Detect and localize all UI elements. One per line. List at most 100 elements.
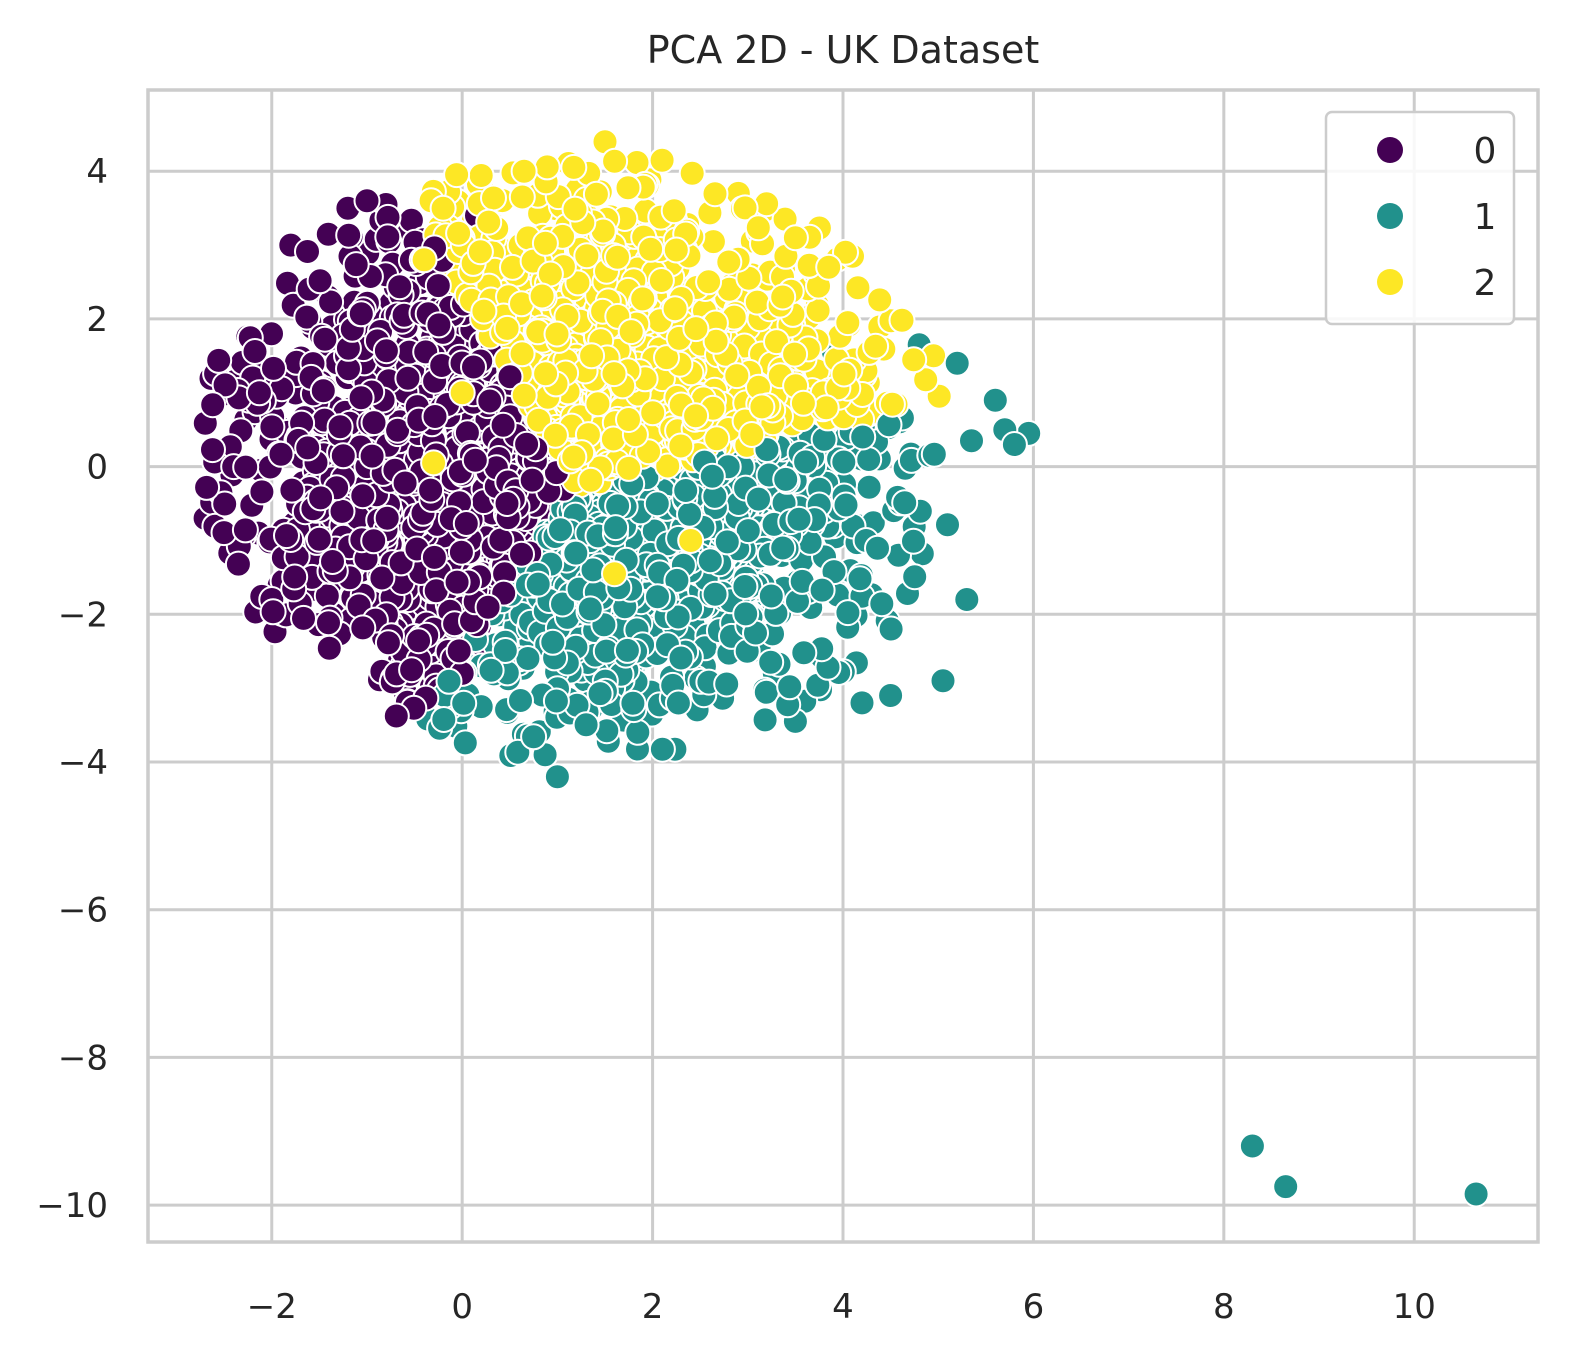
data-point-series-0 [205, 346, 233, 374]
data-point-series-0 [518, 466, 546, 494]
data-point-series-2 [878, 390, 906, 418]
data-point-series-2 [738, 421, 766, 448]
data-point-series-2 [525, 406, 553, 434]
data-point-series-2 [815, 253, 843, 281]
data-point-series-1 [576, 595, 604, 623]
data-point-series-1 [772, 465, 800, 493]
data-point-series-2 [584, 390, 612, 418]
data-point-series-0 [306, 267, 334, 295]
data-point-series-2 [703, 425, 731, 453]
data-point-series-2 [781, 340, 809, 368]
data-point-series-1 [572, 711, 600, 739]
data-point-series-0 [199, 391, 227, 419]
data-point-series-1 [643, 490, 671, 518]
y-tick-label: −6 [58, 891, 108, 931]
data-point-series-2 [560, 443, 588, 471]
data-point-series-2 [912, 366, 940, 394]
data-point-series-1 [745, 485, 772, 513]
data-point-series-2 [578, 342, 606, 370]
data-point-series-0 [319, 548, 346, 575]
data-point-series-0 [398, 656, 426, 684]
data-point-series-2 [532, 360, 560, 388]
data-point-series-0 [231, 516, 259, 544]
data-point-series-2 [660, 197, 688, 225]
data-point-series-1 [953, 586, 981, 613]
chart-title: PCA 2D - UK Dataset [647, 28, 1039, 72]
data-point-series-0 [211, 371, 239, 399]
data-point-series-0 [368, 564, 396, 592]
data-point-series-1 [790, 639, 818, 667]
data-point-series-2 [667, 432, 695, 460]
data-point-series-0 [311, 325, 339, 353]
data-point-series-2 [493, 314, 521, 342]
data-point-series-1 [520, 723, 548, 751]
data-point-series-1 [430, 706, 458, 733]
data-point-series-0 [382, 702, 410, 730]
data-point-series-0 [281, 563, 309, 591]
data-point-series-2 [743, 288, 771, 316]
data-point-series-2 [695, 268, 723, 296]
data-point-series-2 [448, 379, 476, 407]
data-point-series-2 [701, 180, 729, 208]
data-point-series-1 [901, 563, 929, 591]
data-point-series-0 [420, 543, 448, 571]
data-point-series-0 [317, 288, 345, 316]
data-point-series-0 [273, 522, 300, 550]
data-point-series-0 [347, 384, 375, 412]
data-point-series-1 [435, 667, 463, 695]
data-point-series-2 [682, 315, 710, 343]
data-point-series-0 [513, 430, 541, 458]
y-tick-label: −8 [58, 1038, 108, 1078]
data-point-series-0 [493, 490, 521, 517]
data-point-series-2 [789, 389, 817, 417]
data-point-series-2 [900, 346, 928, 374]
data-point-series-1 [877, 682, 905, 709]
data-point-series-2 [812, 394, 840, 422]
data-point-series-2 [844, 274, 872, 302]
data-point-series-0 [294, 238, 321, 265]
data-point-series-2 [617, 318, 645, 346]
data-point-series-0 [476, 387, 504, 415]
data-point-series-2 [744, 214, 772, 242]
y-tick-label: −2 [58, 595, 108, 635]
x-tick-label: 2 [642, 1287, 664, 1327]
data-point-series-1 [855, 473, 883, 501]
data-point-series-2 [682, 402, 710, 430]
data-point-series-1 [849, 423, 877, 451]
data-point-series-2 [533, 153, 561, 181]
data-point-series-2 [601, 147, 629, 175]
data-point-series-2 [614, 174, 642, 202]
data-point-series-0 [424, 272, 452, 300]
data-point-series-0 [394, 364, 422, 392]
data-point-series-2 [629, 285, 657, 313]
data-point-series-0 [349, 614, 377, 642]
data-point-series-0 [260, 354, 287, 382]
data-point-series-1 [846, 565, 874, 593]
data-point-series-0 [425, 311, 453, 339]
data-point-series-2 [560, 153, 588, 181]
data-point-series-2 [677, 527, 705, 554]
data-point-series-1 [868, 590, 896, 618]
data-point-series-2 [678, 159, 706, 187]
x-tick-label: 6 [1023, 1287, 1045, 1327]
data-point-series-2 [420, 449, 448, 477]
data-point-series-0 [405, 627, 433, 655]
data-point-series-1 [543, 763, 571, 791]
data-point-series-1 [855, 446, 883, 473]
data-point-series-1 [624, 718, 652, 746]
data-point-series-2 [470, 297, 498, 325]
data-point-series-0 [335, 221, 363, 249]
data-point-series-1 [943, 349, 971, 377]
data-point-series-2 [830, 360, 858, 388]
y-tick-label: −10 [36, 1186, 108, 1226]
data-point-series-0 [241, 338, 269, 365]
data-point-series-1 [713, 670, 741, 698]
data-point-series-1 [451, 729, 479, 757]
legend-marker [1377, 137, 1403, 163]
data-point-series-0 [305, 525, 333, 553]
data-point-series-1 [769, 534, 797, 562]
data-point-series-2 [480, 184, 507, 212]
legend-box [1324, 110, 1516, 326]
